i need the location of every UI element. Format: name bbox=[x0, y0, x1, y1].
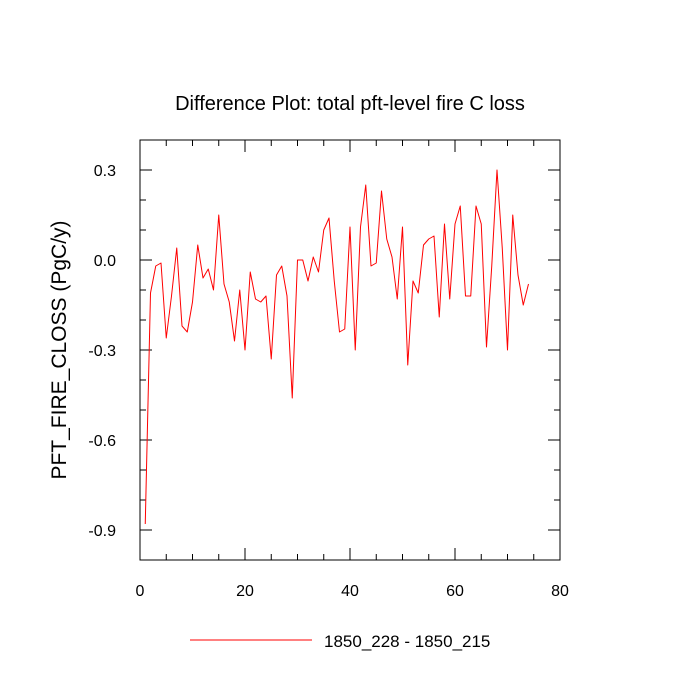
y-tick-label: -0.9 bbox=[88, 523, 116, 540]
axis-ticks bbox=[139, 139, 561, 561]
plot-frame bbox=[139, 139, 561, 561]
series-line bbox=[144, 169, 529, 525]
x-tick-label: 80 bbox=[551, 583, 569, 600]
y-tick-label: -0.3 bbox=[88, 343, 116, 360]
legend: 1850_228 - 1850_215 bbox=[190, 632, 490, 651]
y-axis-label: PFT_FIRE_CLOSS (PgC/y) bbox=[48, 220, 71, 479]
y-tick-label: 0.0 bbox=[94, 253, 116, 270]
series-group bbox=[144, 169, 529, 525]
x-tick-label: 40 bbox=[341, 583, 359, 600]
x-tick-label: 0 bbox=[136, 583, 145, 600]
y-tick-label: 0.3 bbox=[94, 163, 116, 180]
axis-tick-labels: 0 20 40 60 80 -0.9 -0.6 -0.3 0.0 0.3 bbox=[88, 163, 569, 600]
x-tick-label: 60 bbox=[446, 583, 464, 600]
chart-title: Difference Plot: total pft-level fire C … bbox=[175, 93, 525, 115]
y-tick-label: -0.6 bbox=[88, 433, 116, 450]
x-tick-label: 20 bbox=[236, 583, 254, 600]
legend-label: 1850_228 - 1850_215 bbox=[324, 632, 490, 651]
